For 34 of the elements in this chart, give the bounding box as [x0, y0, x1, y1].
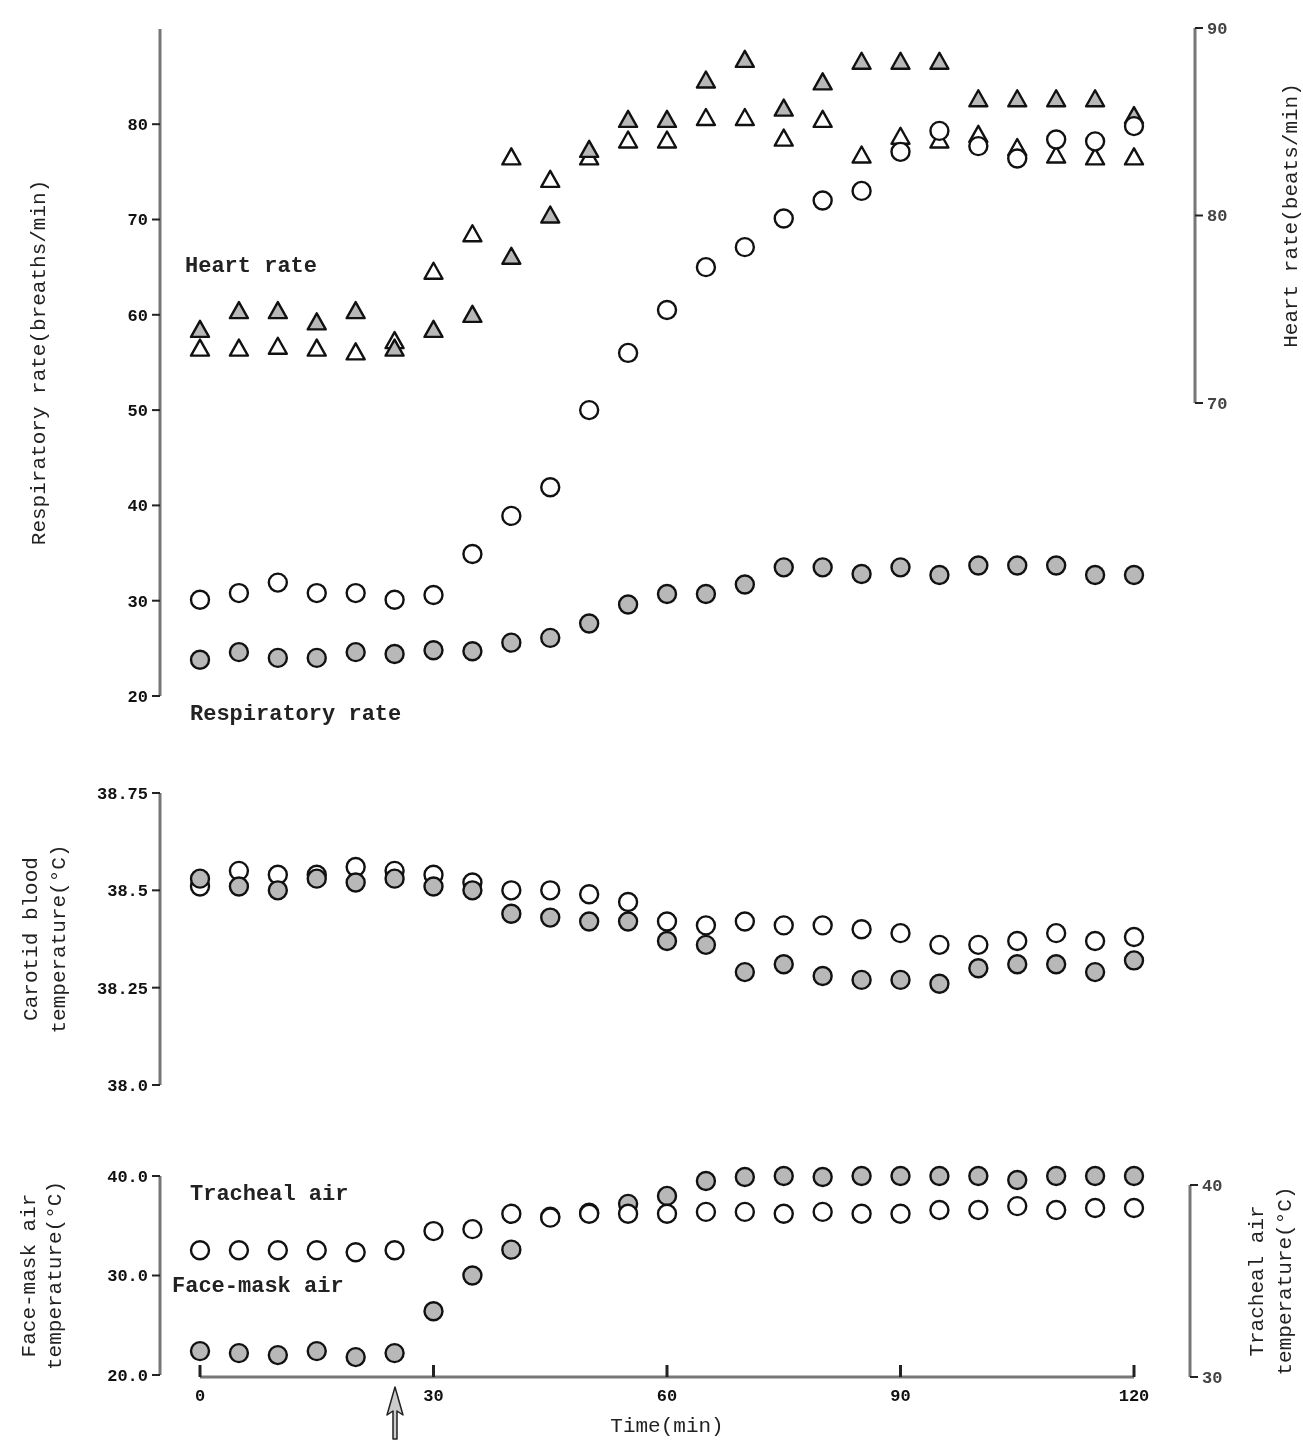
y-tick-label: 38.25	[96, 979, 148, 999]
y2-axis-title: Heart rate(beats/min)	[1280, 83, 1303, 348]
annotation: Heart rate	[185, 254, 318, 279]
y-axis-title: Carotid blood temperature(°C)	[20, 844, 72, 1034]
y-tick-label: 20	[127, 687, 148, 707]
y-axis-title: Respiratory rate(breaths/min)	[28, 179, 52, 546]
y2-tick-label: 70	[1207, 394, 1228, 414]
y-tick-label: 40	[127, 497, 148, 517]
y-axis-title: Face-mask air temperature(°C)	[18, 1180, 68, 1371]
y-tick-label: 20.0	[107, 1366, 148, 1386]
y-tick-label: 38.0	[107, 1076, 148, 1096]
x-tick-label: 60	[656, 1387, 678, 1406]
y2-tick-label: 30	[1202, 1368, 1223, 1388]
x-axis-title: Time(min)	[610, 1415, 724, 1438]
x-tick-label: 90	[890, 1387, 911, 1406]
y-tick-label: 60	[127, 306, 148, 326]
y-tick-label: 38.75	[96, 784, 148, 804]
y-tick-label: 80	[127, 116, 148, 136]
y2-tick-label: 90	[1207, 19, 1228, 39]
y-tick-label: 50	[127, 402, 148, 422]
annotation: Face-mask air	[172, 1274, 344, 1299]
x-tick-label: 30	[423, 1387, 444, 1406]
y-tick-label: 38.5	[107, 882, 148, 902]
y2-tick-label: 80	[1207, 207, 1228, 227]
y-tick-label: 30	[127, 592, 148, 612]
annotation: Tracheal air	[190, 1182, 349, 1207]
text: Respiratory rate	[190, 702, 402, 727]
x-tick-label: 0	[194, 1387, 206, 1406]
y-tick-label: 40.0	[107, 1167, 148, 1187]
y2-tick-label: 40	[1202, 1176, 1223, 1196]
y-tick-label: 70	[127, 211, 148, 231]
x-tick-label: 120	[1118, 1387, 1150, 1406]
y2-axis-title: Tracheal air temperature(°C)	[1246, 1186, 1298, 1376]
y-tick-label: 30.0	[107, 1267, 148, 1287]
